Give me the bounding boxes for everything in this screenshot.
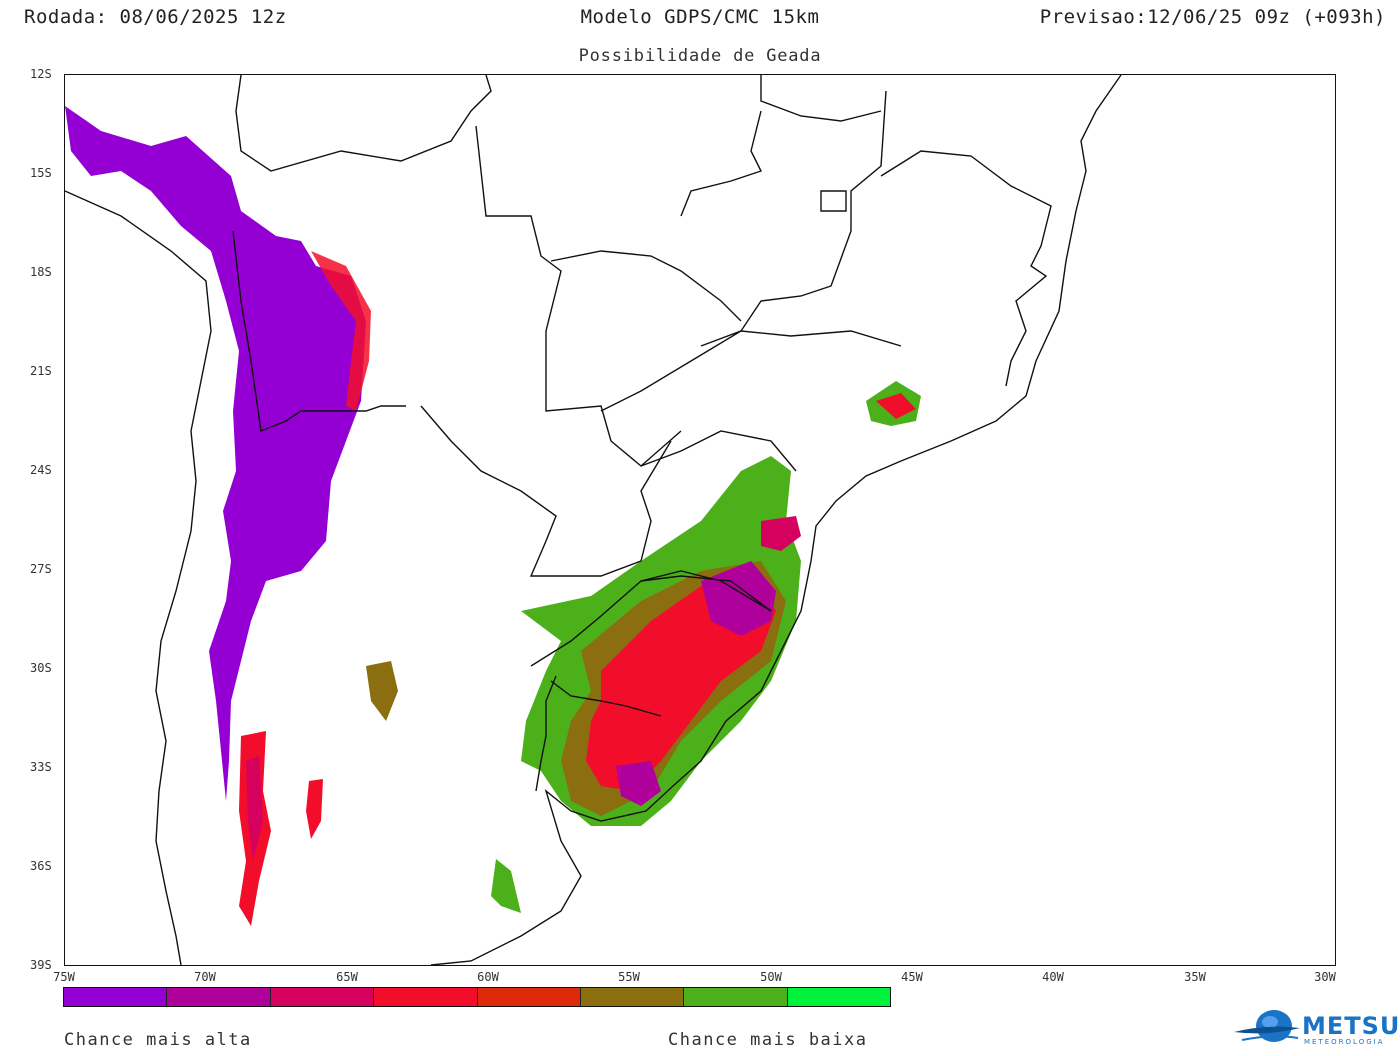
uruguay-river	[535, 675, 557, 792]
lat-label-15s: 15S	[30, 166, 52, 180]
lat-label-30s: 30S	[30, 661, 52, 675]
lat-label-36s: 36S	[30, 859, 52, 873]
map-canvas	[64, 74, 1122, 966]
legend-swatch-4	[374, 988, 478, 1006]
pacific-coast	[64, 190, 212, 966]
frost-area-buenosaires	[491, 859, 521, 913]
legend-swatch-7	[684, 988, 788, 1006]
paraguay-border	[420, 405, 672, 577]
state-border-1	[640, 430, 797, 472]
state-border-4	[760, 75, 882, 122]
brazil-border-west	[475, 125, 682, 467]
metsul-logo: METSUL METEOROLOGIA	[1232, 1006, 1400, 1052]
frost-area-santa-catarina	[761, 516, 801, 551]
frost-area-andes-high	[65, 106, 366, 801]
legend-swatch-2	[167, 988, 271, 1006]
legend-label-low: Chance mais baixa	[668, 1030, 868, 1050]
lon-label-45w: 45W	[901, 970, 923, 984]
logo-subtext: METEOROLOGIA	[1304, 1038, 1385, 1046]
state-border-8	[680, 110, 762, 217]
lon-label-60w: 60W	[477, 970, 499, 984]
state-border-6	[820, 190, 847, 212]
lon-label-70w: 70W	[194, 970, 216, 984]
state-border-2	[700, 330, 902, 347]
frost-shading	[65, 106, 921, 926]
frost-area-sanluis	[366, 661, 398, 721]
legend-swatch-1	[64, 988, 168, 1006]
argentina-chile-border	[232, 230, 406, 432]
frost-area-andes-edge	[311, 251, 371, 411]
lat-label-33s: 33S	[30, 760, 52, 774]
legend-swatch-3	[270, 988, 375, 1006]
lat-label-12s: 12S	[30, 67, 52, 81]
lon-label-50w: 50W	[760, 970, 782, 984]
lat-label-39s: 39S	[30, 958, 52, 972]
lon-label-30w: 30W	[1314, 970, 1336, 984]
lat-label-24s: 24S	[30, 463, 52, 477]
lon-label-35w: 35W	[1184, 970, 1206, 984]
lat-label-27s: 27S	[30, 562, 52, 576]
lon-label-75w: 75W	[53, 970, 75, 984]
rs-sc-border	[640, 575, 772, 612]
lon-label-65w: 65W	[336, 970, 358, 984]
map-subtitle: Possibilidade de Geada	[578, 46, 822, 66]
lat-label-18s: 18S	[30, 265, 52, 279]
legend-swatch-8	[787, 988, 890, 1006]
run-label: Rodada: 08/06/2025 12z	[24, 6, 287, 28]
model-title: Modelo GDPS/CMC 15km	[580, 6, 820, 28]
atlantic-coast	[430, 74, 1122, 966]
legend-swatch-5	[477, 988, 581, 1006]
frost-area-andes-south-core	[246, 756, 263, 861]
frost-area-cordoba	[306, 779, 323, 839]
lon-label-55w: 55W	[618, 970, 640, 984]
legend-swatch-6	[580, 988, 685, 1006]
state-border-7	[550, 250, 742, 322]
frost-area-minas-core	[876, 393, 916, 419]
legend-label-high: Chance mais alta	[64, 1030, 252, 1050]
uruguay-border	[530, 570, 772, 667]
logo-text: METSUL	[1302, 1012, 1400, 1040]
color-legend	[63, 987, 891, 1007]
bolivia-brazil-border	[235, 74, 492, 172]
state-border-3	[600, 90, 887, 412]
borders	[64, 74, 1122, 966]
globe-icon	[1234, 1010, 1300, 1042]
forecast-label: Previsao:12/06/25 09z (+093h)	[1039, 6, 1386, 28]
state-border-5	[880, 150, 1052, 387]
frost-map	[64, 74, 1336, 966]
lon-label-40w: 40W	[1042, 970, 1064, 984]
uruguay-argentina-border	[550, 680, 662, 717]
lat-label-21s: 21S	[30, 364, 52, 378]
frost-area-uruguay-core	[616, 761, 661, 806]
